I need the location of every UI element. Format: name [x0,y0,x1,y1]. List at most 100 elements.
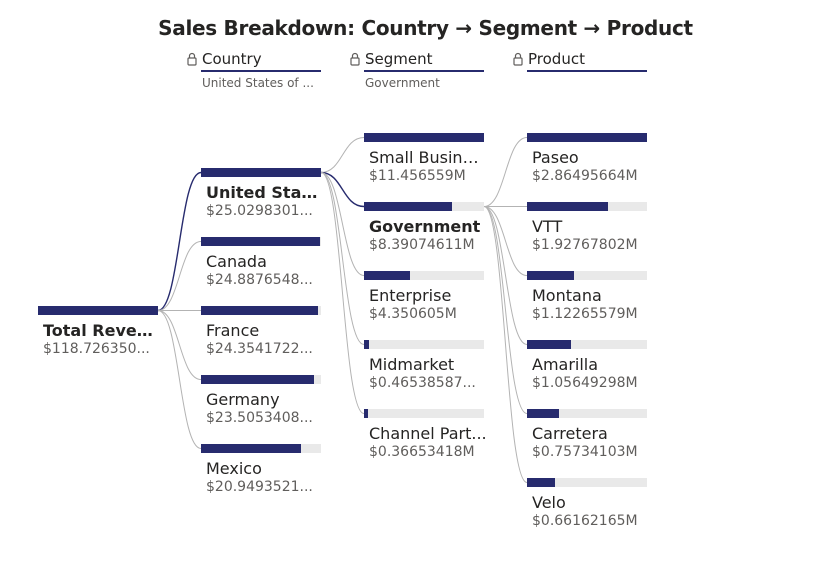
product-node[interactable]: Paseo $2.86495664M [527,133,647,184]
segment-node[interactable]: Small Busine... $11.456559M [364,133,487,184]
lock-icon [350,52,360,66]
node-bar [201,168,321,177]
node-value: $8.39074611M [369,237,475,253]
country-node[interactable]: France $24.3541722... [201,306,321,357]
node-label: Paseo [532,148,579,167]
connector-line [157,310,202,380]
lock-icon [187,52,197,66]
node-label: United Stat... [206,183,324,202]
node-bar [527,478,555,487]
node-value: $0.66162165M [532,513,638,529]
country-node[interactable]: United Stat... $25.0298301... [201,168,324,219]
node-label: Amarilla [532,355,599,374]
node-label: Montana [532,286,602,305]
node-bar-track [527,202,647,211]
node-bar-track [527,409,647,418]
segment-node[interactable]: Enterprise $4.350605M [364,271,484,322]
node-bar [527,202,608,211]
node-value: $0.75734103M [532,444,638,460]
segment-node[interactable]: Channel Part... $0.36653418M [364,409,487,460]
product-node[interactable]: Amarilla $1.05649298M [527,340,647,391]
node-bar-track [364,202,484,211]
lock-icon [513,52,523,66]
root-node[interactable]: Total Reven... $118.726350... [38,306,161,357]
connector-line [157,241,202,311]
node-bar [201,444,302,453]
node-bar [201,237,321,246]
node-bar [364,202,452,211]
level-header-underline [201,70,321,72]
node-value: $1.05649298M [532,375,638,391]
node-label: Channel Part... [369,424,487,443]
node-value: $11.456559M [369,168,466,184]
node-bar [364,133,484,142]
node-label: Total Reven... [43,321,161,340]
node-value: $4.350605M [369,306,457,322]
node-label: Government [369,217,481,236]
level-header-label: Country [202,50,262,68]
country-node[interactable]: Canada $24.8876548... [201,237,321,288]
connector-line [157,310,202,449]
node-bar-track [201,237,321,246]
connector-line [483,206,528,345]
node-bar-track [364,340,484,349]
level-header-underline [527,70,647,72]
product-node[interactable]: VTT $1.92767802M [527,202,647,253]
node-bar [527,133,647,142]
node-bar-track [38,306,158,315]
node-bar-track [527,478,647,487]
node-bar-track [201,375,321,384]
node-value: $0.36653418M [369,444,475,460]
node-bar-track [364,409,484,418]
node-bar-track [201,168,321,177]
country-node[interactable]: Mexico $20.9493521... [201,444,321,495]
node-bar-track [364,271,484,280]
node-value: $1.92767802M [532,237,638,253]
node-value: $24.3541722... [206,341,313,357]
node-bar [527,340,572,349]
product-node[interactable]: Montana $1.12265579M [527,271,647,322]
segment-node[interactable]: Government $8.39074611M [364,202,484,253]
node-bar [527,409,559,418]
connector-line [320,172,365,345]
node-bar-track [527,271,647,280]
product-node[interactable]: Carretera $0.75734103M [527,409,647,460]
node-bar-track [364,133,484,142]
node-label: Midmarket [369,355,455,374]
node-label: Canada [206,252,267,271]
node-value: $2.86495664M [532,168,638,184]
node-value: $20.9493521... [206,479,313,495]
node-label: Velo [532,493,566,512]
node-bar-track [201,444,321,453]
connector-line [483,206,528,276]
connector-line [320,172,365,276]
node-label: Germany [206,390,280,409]
node-bar [364,271,410,280]
node-label: Enterprise [369,286,452,305]
node-value: $0.46538587... [369,375,476,391]
connector-line [483,206,528,414]
node-label: Carretera [532,424,608,443]
connector-line [483,206,528,483]
node-value: $23.5053408... [206,410,313,426]
level-header-product[interactable]: Product [512,50,647,72]
node-bar [38,306,158,315]
level-header-country[interactable]: Country United States of ... [186,50,321,90]
node-label: France [206,321,260,340]
node-value: $1.12265579M [532,306,638,322]
connector-line [320,137,365,173]
node-bar-track [527,340,647,349]
connector-line [320,172,365,414]
connector-line-active [320,171,365,208]
level-header-segment[interactable]: Segment Government [349,50,484,90]
connector-line [483,137,528,207]
product-node[interactable]: Velo $0.66162165M [527,478,647,529]
node-bar-track [201,306,321,315]
country-node[interactable]: Germany $23.5053408... [201,375,321,426]
node-value: $25.0298301... [206,203,313,219]
level-header-label: Segment [365,50,433,68]
node-label: Mexico [206,459,262,478]
node-bar [364,340,369,349]
segment-node[interactable]: Midmarket $0.46538587... [364,340,484,391]
